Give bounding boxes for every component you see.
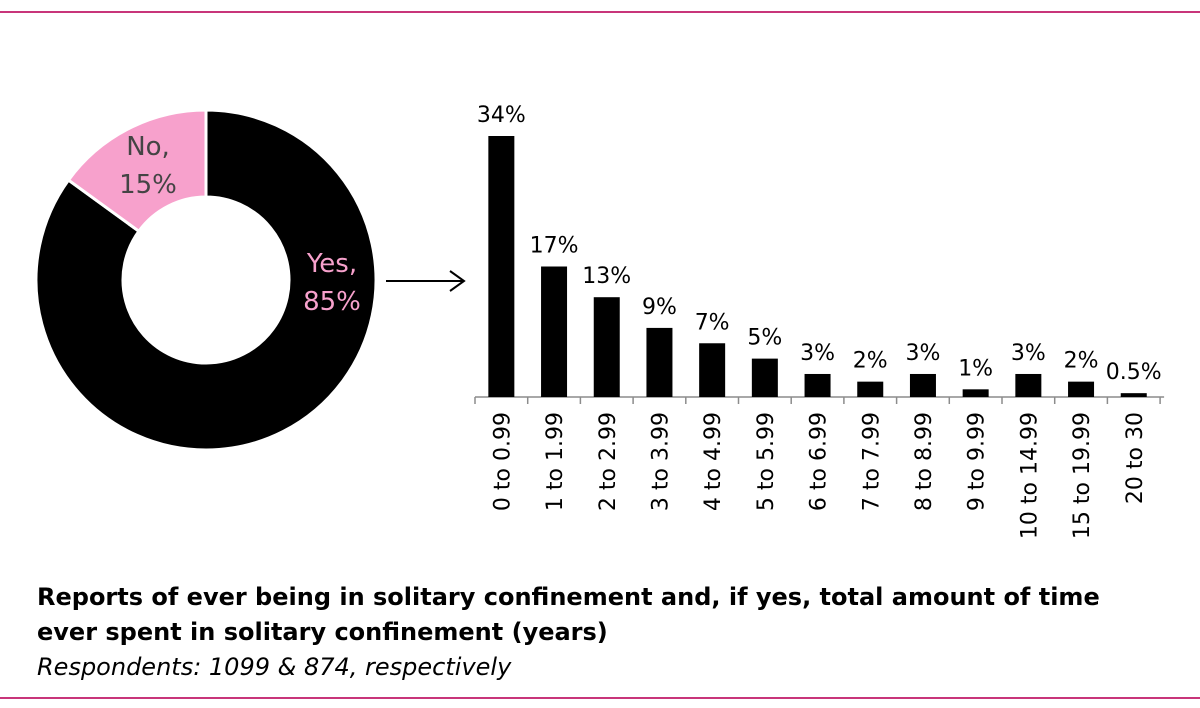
donut-label-yes: Yes, xyxy=(306,249,357,279)
bar-value-label: 34% xyxy=(477,103,526,128)
bar xyxy=(1068,381,1095,397)
bar-chart: 34% 0 to 0.99 17% 1 to 1.99 13% 2 to 2.99 9% 3 … xyxy=(474,103,1165,539)
donut-value-no: 15% xyxy=(119,170,177,200)
chart-caption: Reports of ever being in solitary confin… xyxy=(37,580,1100,685)
x-tick-label: 1 to 1.99 xyxy=(543,412,568,511)
x-tick-label: 4 to 4.99 xyxy=(701,412,726,511)
bar-value-label: 1% xyxy=(958,356,993,381)
bar xyxy=(909,373,936,397)
top-rule xyxy=(0,11,1200,13)
x-tick-label: 8 to 8.99 xyxy=(912,412,937,511)
x-tick-label: 20 to 30 xyxy=(1123,412,1148,504)
x-tick-label: 6 to 6.99 xyxy=(807,412,832,511)
bar xyxy=(541,266,568,397)
bar xyxy=(962,389,989,397)
x-tick-label: 15 to 19.99 xyxy=(1070,412,1095,539)
bar-value-label: 13% xyxy=(582,264,631,289)
bar-value-label: 7% xyxy=(695,310,730,335)
bar xyxy=(593,297,620,397)
bar-value-label: 3% xyxy=(1011,341,1046,366)
bar xyxy=(488,136,515,397)
donut-label-no: No, xyxy=(126,132,170,162)
x-tick-label: 7 to 7.99 xyxy=(859,412,884,511)
bottom-rule xyxy=(0,697,1200,699)
x-tick-label: 0 to 0.99 xyxy=(490,412,515,511)
bar-value-label: 2% xyxy=(1064,349,1099,374)
bar-value-label: 3% xyxy=(800,341,835,366)
bar xyxy=(1015,373,1042,397)
bar xyxy=(857,381,884,397)
donut-slice-yes xyxy=(34,108,378,452)
bar-value-label: 9% xyxy=(642,295,677,320)
bar xyxy=(699,343,726,397)
x-tick-label: 3 to 3.99 xyxy=(648,412,673,511)
arrow-icon xyxy=(386,270,466,292)
x-tick-label: 2 to 2.99 xyxy=(596,412,621,511)
donut-slice-no xyxy=(66,108,208,234)
x-tick-label: 10 to 14.99 xyxy=(1017,412,1042,539)
bar-value-label: 3% xyxy=(905,341,940,366)
bar xyxy=(804,373,831,397)
x-tick-label: 9 to 9.99 xyxy=(965,412,990,511)
donut-chart: Yes, 85% No, 15% xyxy=(34,108,378,452)
bar xyxy=(751,358,778,397)
donut-value-yes: 85% xyxy=(303,287,361,317)
bar-value-label: 2% xyxy=(853,349,888,374)
bar-value-label: 17% xyxy=(530,234,579,259)
x-tick-label: 5 to 5.99 xyxy=(754,412,779,511)
bar-value-label: 5% xyxy=(747,326,782,351)
bar xyxy=(1120,393,1147,397)
caption-title-line2: ever spent in solitary confinement (year… xyxy=(37,618,608,646)
bar-value-label: 0.5% xyxy=(1106,360,1162,385)
caption-subtitle: Respondents: 1099 & 874, respectively xyxy=(37,653,512,681)
bar xyxy=(646,327,673,397)
caption-title-line1: Reports of ever being in solitary confin… xyxy=(37,583,1100,611)
